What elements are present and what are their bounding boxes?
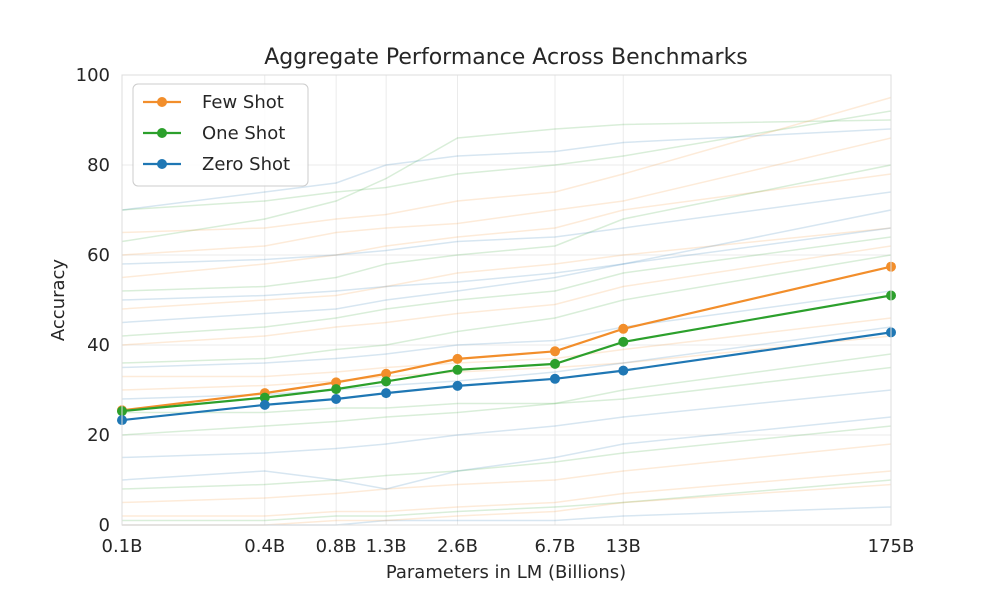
background-benchmark-line <box>121 173 892 279</box>
background-benchmark-line <box>121 227 892 310</box>
one-shot-point <box>381 376 392 387</box>
x-tick-label: 2.6B <box>437 536 478 557</box>
background-benchmark-line <box>121 227 892 301</box>
few-shot-point <box>550 346 560 357</box>
background-benchmark-line <box>122 470 892 517</box>
legend-items: Few Shot One Shot Zero Shot <box>143 92 290 175</box>
background-benchmark-line <box>122 483 892 526</box>
background-benchmark-line <box>121 164 892 292</box>
background-benchmark-line <box>121 110 892 211</box>
y-tick-label: 20 <box>87 425 110 446</box>
zero-shot-point <box>259 399 270 410</box>
x-tick-label: 1.3B <box>366 536 407 557</box>
background-benchmark-line <box>121 128 892 211</box>
x-tick-label: 6.7B <box>535 536 576 557</box>
x-tick-label: 0.1B <box>102 536 143 557</box>
background-benchmark-line <box>121 245 892 346</box>
legend-label: Few Shot <box>202 92 284 113</box>
y-tick-layer: 0 20 40 60 80 100 <box>76 65 110 536</box>
background-benchmark-line <box>121 326 892 400</box>
background-benchmark-line <box>121 254 892 364</box>
one-shot-point <box>618 336 629 347</box>
one-shot-point <box>550 358 560 369</box>
one-shot-point <box>331 384 342 395</box>
few-shot-point <box>618 323 629 334</box>
legend-label: One Shot <box>202 123 285 144</box>
few-shot-line <box>121 265 892 412</box>
x-tick-label: 0.8B <box>316 536 357 557</box>
background-benchmark-line <box>121 236 892 337</box>
y-tick-label: 40 <box>87 335 110 356</box>
zero-shot-point <box>381 388 392 399</box>
one-shot-point <box>259 392 270 403</box>
background-benchmark-line <box>121 137 892 256</box>
x-tick-layer: 0.1B 0.4B 0.8B 1.3B 2.6B 6.7B 13B 175B <box>102 536 915 557</box>
plot-frame <box>121 74 892 526</box>
y-tick-label: 80 <box>87 155 110 176</box>
zero-shot-line <box>121 331 892 422</box>
background-benchmark-line <box>121 191 892 265</box>
legend-marker <box>157 128 167 138</box>
x-tick-label: 0.4B <box>244 536 285 557</box>
few-shot-point <box>452 353 463 364</box>
y-tick-label: 0 <box>99 515 110 536</box>
y-tick-label: 60 <box>87 245 110 266</box>
series-layer <box>117 261 896 426</box>
background-benchmark-line <box>121 389 892 459</box>
legend-marker <box>157 159 167 169</box>
chart-title: Aggregate Performance Across Benchmarks <box>264 45 748 70</box>
background-benchmark-line <box>121 425 892 490</box>
legend: Few Shot One Shot Zero Shot <box>132 83 309 187</box>
zero-shot-point <box>452 380 463 391</box>
background-benchmark-line <box>122 366 892 414</box>
y-axis-label: Accuracy <box>48 259 69 342</box>
few-shot-point <box>381 368 392 379</box>
legend-box <box>132 83 309 187</box>
background-benchmark-line <box>121 290 892 369</box>
y-tick-label: 100 <box>76 65 110 86</box>
legend-marker <box>157 97 167 107</box>
legend-label: Zero Shot <box>202 154 290 175</box>
background-benchmark-line <box>122 479 892 522</box>
x-tick-label: 13B <box>606 536 641 557</box>
one-shot-line <box>121 294 892 413</box>
background-benchmark-line <box>121 119 892 243</box>
one-shot-point <box>452 364 463 375</box>
background-benchmark-line <box>121 96 892 234</box>
zero-shot-point <box>331 394 342 404</box>
background-benchmark-line <box>121 335 892 391</box>
background-benchmark-line <box>121 353 892 436</box>
zero-shot-point <box>550 373 560 384</box>
x-tick-label: 175B <box>868 536 915 557</box>
background-benchmark-line <box>121 209 892 324</box>
background-lines-layer <box>121 96 892 526</box>
background-benchmark-line <box>121 443 892 504</box>
background-benchmark-line <box>121 416 892 490</box>
x-axis-label: Parameters in LM (Billions) <box>386 562 626 583</box>
zero-shot-point <box>618 365 629 376</box>
